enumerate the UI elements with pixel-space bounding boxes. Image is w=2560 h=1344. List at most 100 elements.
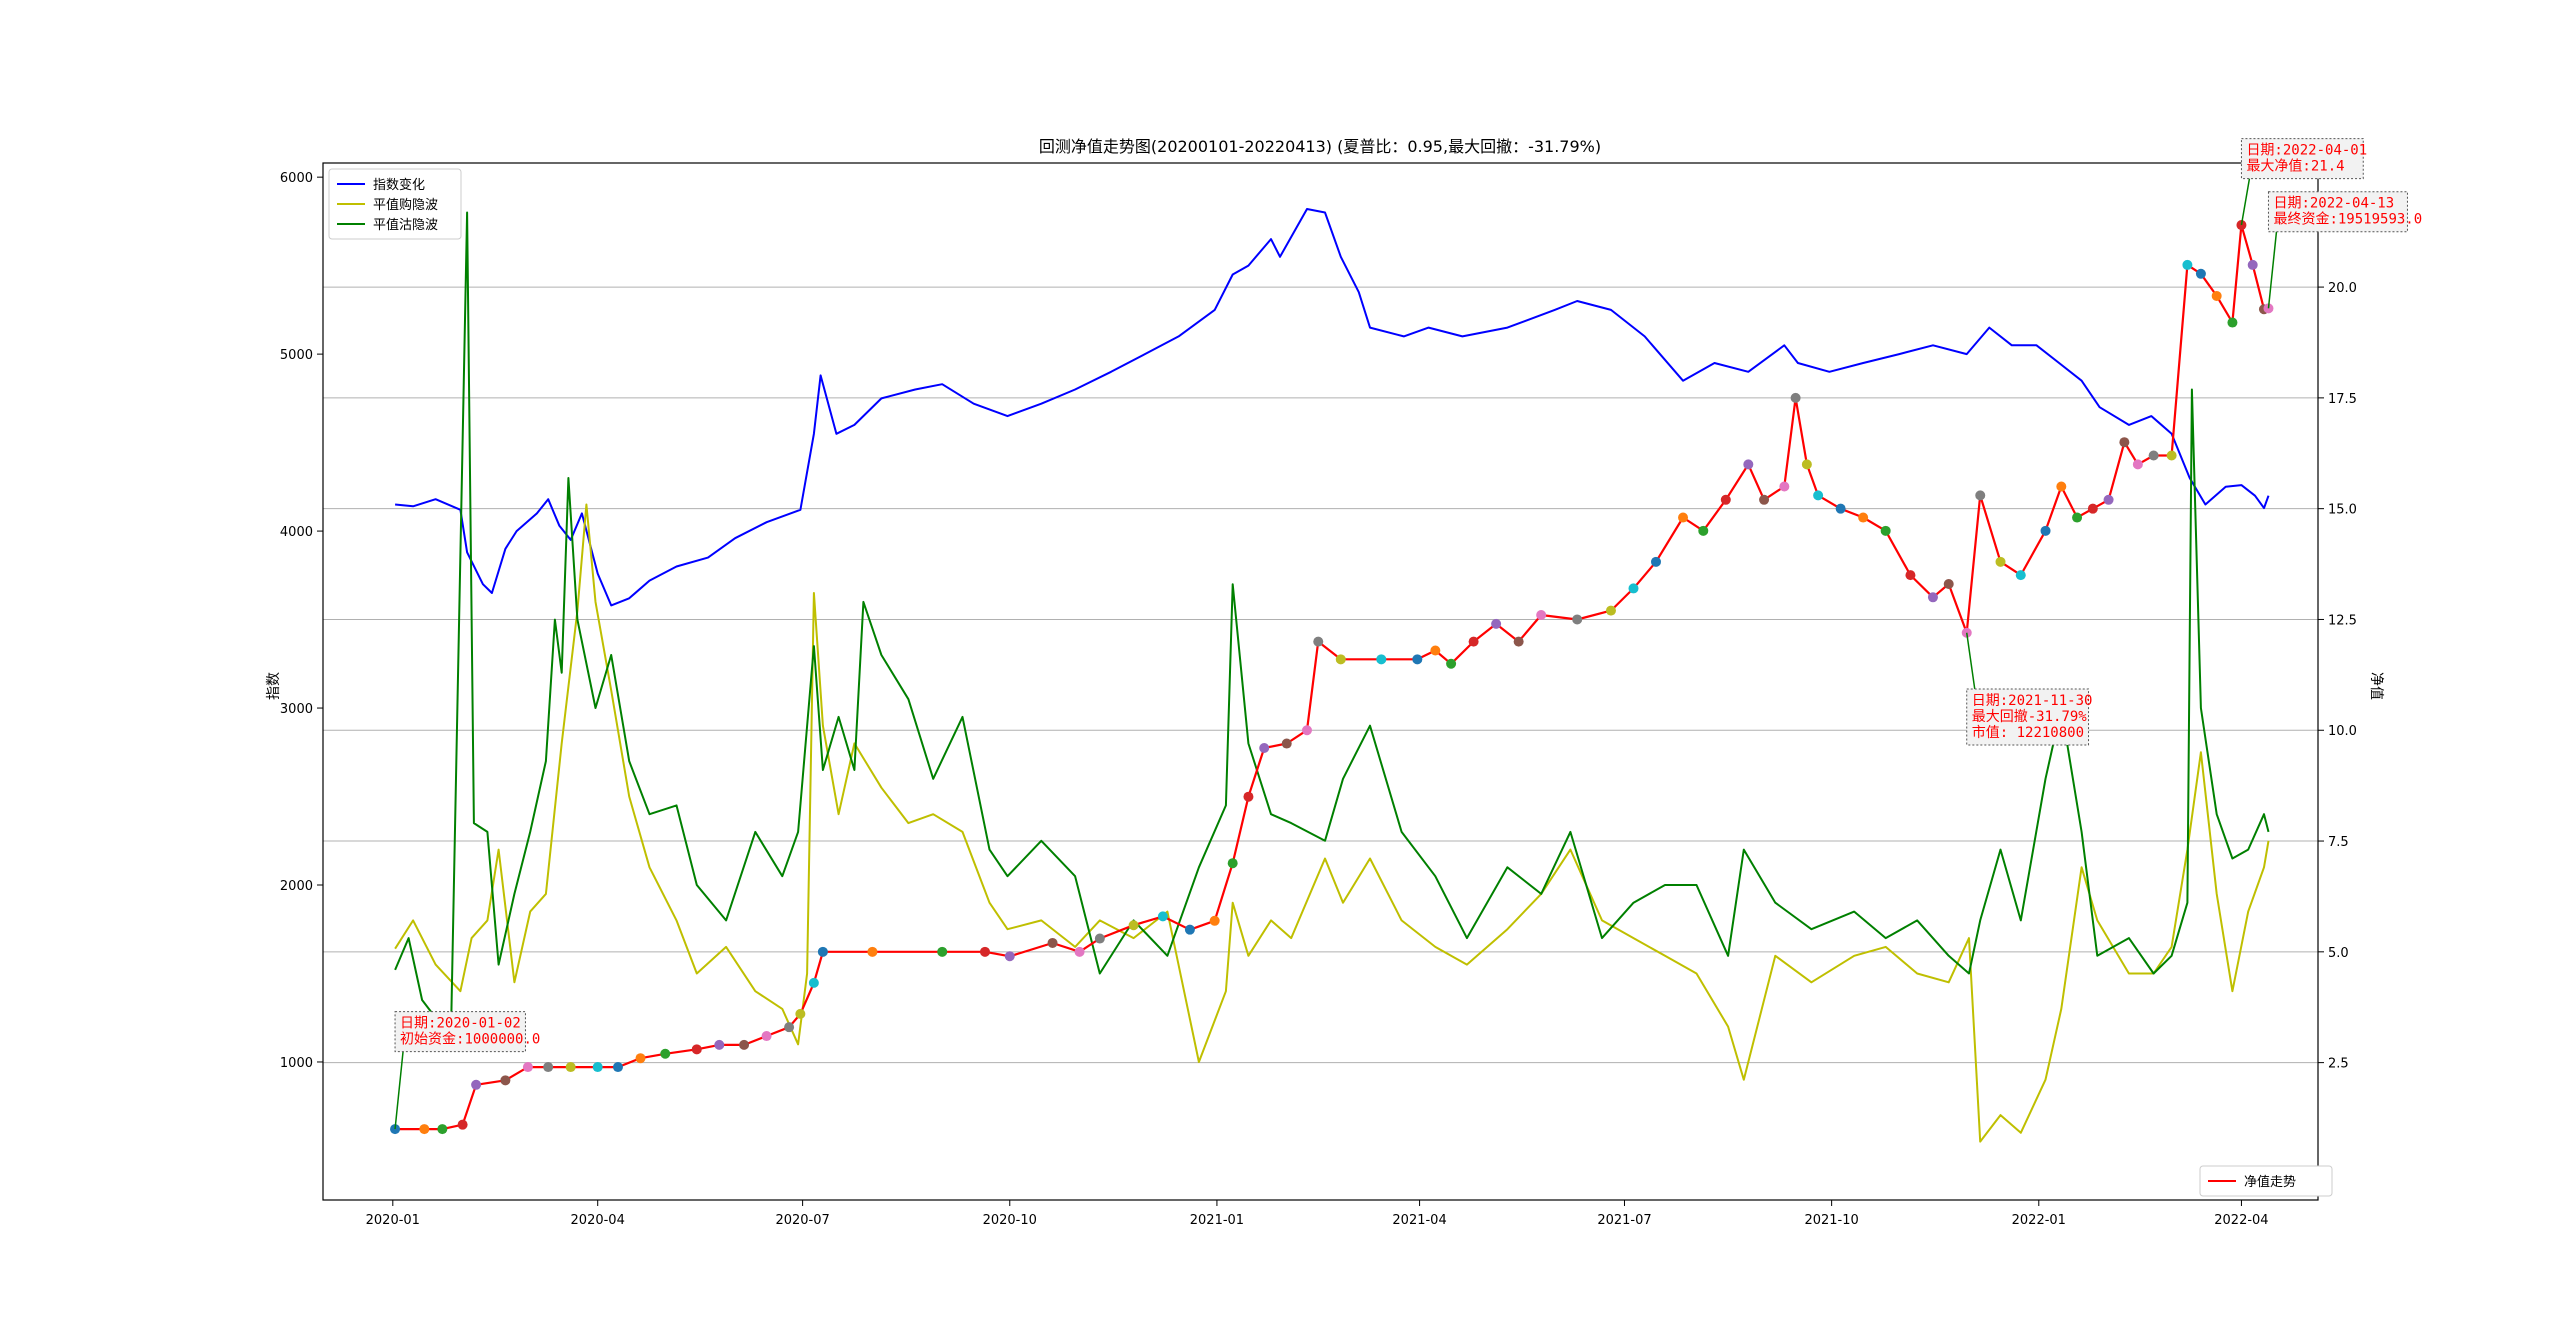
nav-point	[592, 1062, 603, 1073]
nav-point	[795, 1008, 806, 1019]
series-line-2	[394, 211, 2270, 1019]
nav-point	[1513, 636, 1524, 647]
nav-point	[1259, 742, 1270, 753]
nav-point	[1943, 579, 1954, 590]
annotation-arrow	[1965, 632, 1976, 690]
annotation-text: 日期:2022-04-01	[2246, 143, 2367, 159]
nav-point	[1858, 512, 1869, 523]
y-right-tick-label: 15.0	[2328, 503, 2357, 518]
nav-point	[1128, 920, 1139, 931]
nav-point	[471, 1079, 482, 1090]
y-right-tick-label: 5.0	[2328, 946, 2349, 961]
nav-point	[612, 1062, 623, 1073]
nav-point	[660, 1048, 671, 1059]
annotation-arrow	[2240, 178, 2251, 226]
annotation-box	[2240, 138, 2364, 180]
nav-point	[2103, 494, 2114, 505]
annotation-box	[2267, 191, 2408, 233]
y-right-tick-label: 2.5	[2328, 1057, 2349, 1072]
y-left-tick-label: 6000	[280, 171, 313, 186]
series-layer	[394, 208, 2270, 1143]
nav-point	[691, 1044, 702, 1055]
marker-layer	[390, 220, 2274, 1135]
nav-point	[1074, 946, 1085, 957]
nav-point	[1301, 725, 1312, 736]
nav-point	[1004, 951, 1015, 962]
nav-point	[1412, 654, 1423, 665]
x-tick-label: 2020-07	[775, 1213, 829, 1228]
y-right-tick-label: 12.5	[2328, 613, 2357, 628]
legend-label: 指数变化	[373, 177, 425, 193]
nav-point	[2195, 268, 2206, 279]
annotation-text: 最大净值:21.4	[2246, 159, 2344, 175]
nav-point	[1801, 459, 1812, 470]
plot-frame	[322, 162, 2319, 1201]
nav-point	[1835, 503, 1846, 514]
x-tick-label: 2022-01	[2012, 1213, 2066, 1228]
annotation-text: 市值: 12210800	[1972, 724, 2084, 741]
nav-point	[1880, 525, 1891, 536]
y-right-tick-label: 7.5	[2328, 835, 2349, 850]
nav-point	[1047, 937, 1058, 948]
nav-point	[979, 946, 990, 957]
y-left-tick-label: 2000	[280, 879, 313, 894]
y-right-tick-label: 20.0	[2328, 281, 2357, 296]
nav-point	[437, 1124, 448, 1135]
annotation-box	[1966, 688, 2090, 746]
nav-point	[1651, 556, 1662, 567]
grid-layer	[323, 286, 2318, 1064]
nav-point	[1813, 490, 1824, 501]
y-right-tick-label: 10.0	[2328, 724, 2357, 739]
nav-point	[1184, 924, 1195, 935]
y-left-tick-label: 3000	[280, 702, 313, 717]
nav-point	[1720, 494, 1731, 505]
nav-point	[1678, 512, 1689, 523]
nav-point	[2148, 450, 2159, 461]
annotation-text: 日期:2020-01-02	[400, 1016, 521, 1032]
nav-point	[2227, 317, 2238, 328]
chart-title: 回测净值走势图(20200101-20220413) (夏普比：0.95,最大回…	[1039, 137, 1601, 156]
legend-label: 平值购隐波	[373, 197, 438, 213]
nav-point	[1743, 459, 1754, 470]
annotation-box	[394, 1011, 526, 1053]
nav-point	[1491, 618, 1502, 629]
x-tick-label: 2020-04	[571, 1213, 625, 1228]
nav-point	[937, 946, 948, 957]
nav-point	[1430, 645, 1441, 656]
nav-point	[2182, 259, 2193, 270]
y-right-tick-label: 17.5	[2328, 392, 2357, 407]
annotation-text: 最终资金:19519593.0	[2273, 212, 2422, 228]
nav-point	[1468, 636, 1479, 647]
nav-point	[2015, 570, 2026, 581]
nav-point	[1779, 481, 1790, 492]
legend-box	[2199, 1165, 2333, 1197]
nav-point	[2056, 481, 2067, 492]
nav-point	[1905, 570, 1916, 581]
nav-point	[543, 1062, 554, 1073]
x-tick-label: 2021-07	[1597, 1213, 1651, 1228]
nav-point	[784, 1022, 795, 1033]
annotation-text: 日期:2021-11-30	[1972, 693, 2093, 709]
nav-point	[1157, 911, 1168, 922]
nav-point	[817, 946, 828, 957]
y-left-tick-label: 5000	[280, 348, 313, 363]
nav-point	[1975, 490, 1986, 501]
x-tick-label: 2022-04	[2214, 1213, 2268, 1228]
x-tick-label: 2021-01	[1190, 1213, 1244, 1228]
annotation-text: 初始资金:1000000.0	[400, 1031, 540, 1048]
nav-point	[2087, 503, 2098, 514]
nav-point	[761, 1031, 772, 1042]
x-tick-label: 2020-10	[983, 1213, 1037, 1228]
series-line-0	[395, 208, 2270, 607]
nav-point	[1628, 583, 1639, 594]
nav-point	[739, 1039, 750, 1050]
x-tick-label: 2021-10	[1804, 1213, 1858, 1228]
nav-point	[2072, 512, 2083, 523]
y-left-tick-label: 1000	[280, 1056, 313, 1071]
y-axis-right-label: 净值	[2368, 672, 2384, 700]
nav-point	[2040, 525, 2051, 536]
